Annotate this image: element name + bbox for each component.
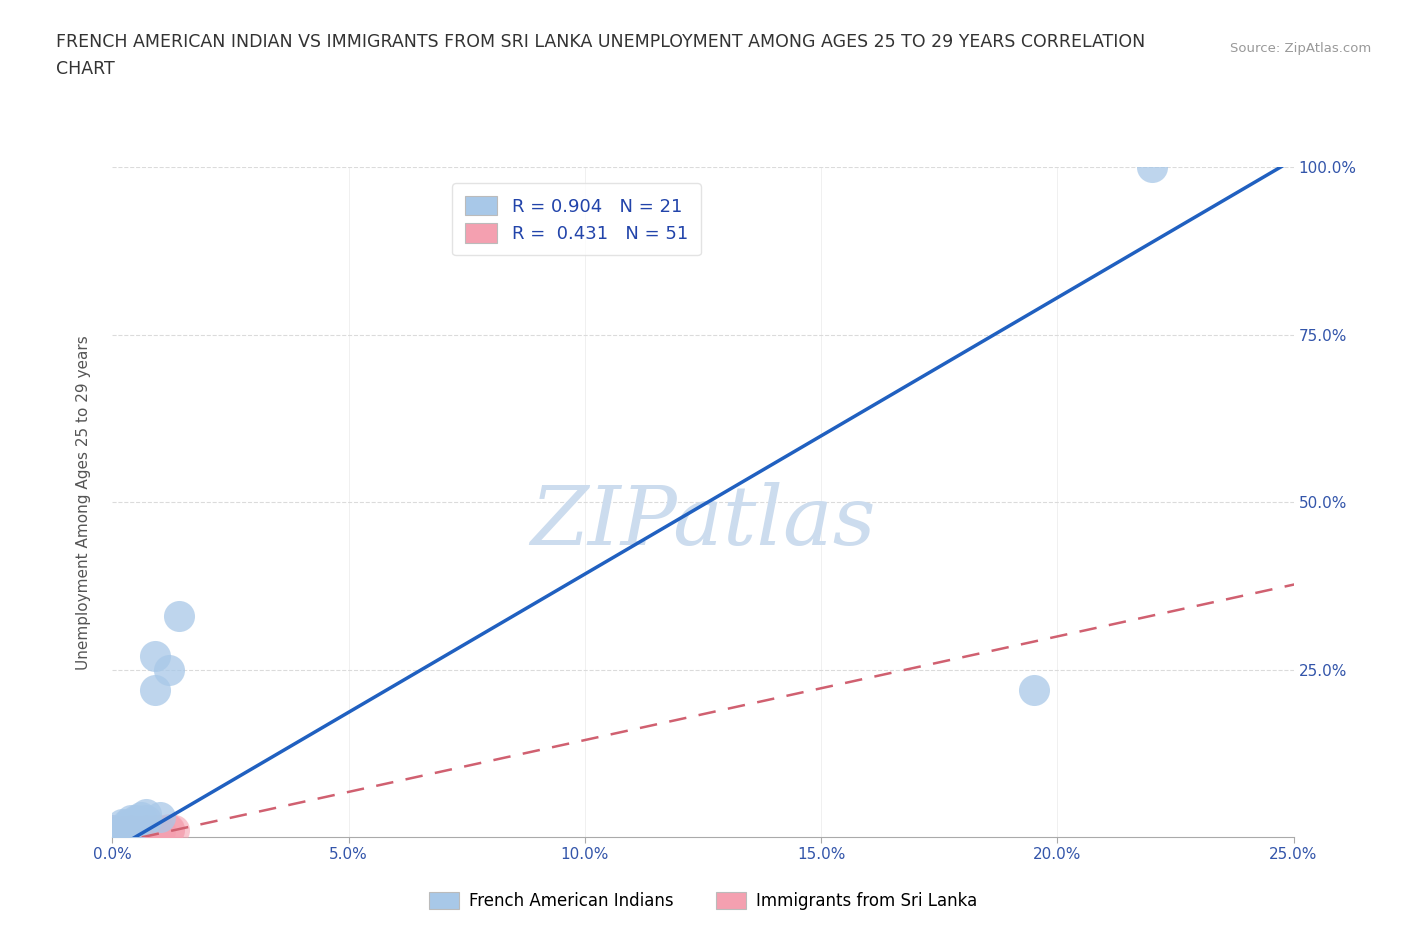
Point (105, 829, 128, 844)
Point (149, 809, 172, 824)
Point (120, 817, 142, 831)
Point (143, 649, 166, 664)
Point (101, 823, 124, 838)
Point (111, 823, 134, 838)
Point (111, 829, 134, 844)
Legend: French American Indians, Immigrants from Sri Lanka: French American Indians, Immigrants from… (423, 885, 983, 917)
Point (125, 813, 148, 828)
Point (111, 826, 134, 841)
Point (111, 828, 134, 843)
Point (101, 826, 124, 841)
Point (105, 826, 128, 841)
Point (135, 825, 157, 840)
Point (135, 826, 157, 841)
Point (105, 825, 128, 840)
Point (129, 809, 152, 824)
Point (139, 825, 162, 840)
Point (157, 821, 180, 836)
Point (125, 824, 148, 839)
Point (101, 824, 124, 839)
Point (129, 824, 152, 839)
Point (101, 829, 124, 844)
Point (135, 824, 157, 839)
Point (115, 828, 138, 843)
Point (129, 826, 152, 841)
Point (125, 817, 148, 831)
Point (135, 823, 157, 838)
Point (105, 829, 128, 844)
Point (101, 826, 124, 841)
Text: ZIPatlas: ZIPatlas (530, 483, 876, 563)
Text: CHART: CHART (56, 60, 115, 78)
Point (125, 826, 148, 841)
Point (163, 822, 186, 837)
Text: FRENCH AMERICAN INDIAN VS IMMIGRANTS FROM SRI LANKA UNEMPLOYMENT AMONG AGES 25 T: FRENCH AMERICAN INDIAN VS IMMIGRANTS FRO… (56, 33, 1146, 50)
Point (143, 683, 166, 698)
Point (149, 822, 172, 837)
Point (143, 823, 166, 838)
Point (115, 824, 138, 839)
Point (105, 828, 128, 843)
Legend: R = 0.904   N = 21, R =  0.431   N = 51: R = 0.904 N = 21, R = 0.431 N = 51 (453, 183, 700, 256)
Point (120, 824, 142, 839)
Point (115, 825, 138, 840)
Point (125, 825, 148, 840)
Point (139, 824, 162, 839)
Point (1140, 160, 1163, 175)
Point (120, 827, 142, 842)
Point (120, 826, 142, 841)
Point (115, 817, 138, 831)
Point (135, 806, 157, 821)
Point (101, 826, 124, 841)
Y-axis label: Unemployment Among Ages 25 to 29 years: Unemployment Among Ages 25 to 29 years (76, 335, 91, 670)
Text: Source: ZipAtlas.com: Source: ZipAtlas.com (1230, 42, 1371, 55)
Point (157, 823, 180, 838)
Point (149, 824, 172, 839)
Point (135, 813, 157, 828)
Point (111, 817, 134, 831)
Point (101, 827, 124, 842)
Point (167, 608, 190, 623)
Point (120, 813, 142, 828)
Point (111, 824, 134, 839)
Point (157, 662, 180, 677)
Point (101, 829, 124, 844)
Point (115, 819, 138, 834)
Point (129, 825, 152, 840)
Point (143, 824, 166, 839)
Point (115, 827, 138, 842)
Point (101, 830, 124, 844)
Point (101, 828, 124, 843)
Point (120, 823, 142, 838)
Point (101, 825, 124, 840)
Point (120, 826, 142, 841)
Point (1022, 683, 1045, 698)
Point (101, 823, 124, 838)
Point (105, 826, 128, 841)
Point (125, 826, 148, 841)
Point (111, 825, 134, 840)
Point (115, 826, 138, 841)
Point (111, 827, 134, 842)
